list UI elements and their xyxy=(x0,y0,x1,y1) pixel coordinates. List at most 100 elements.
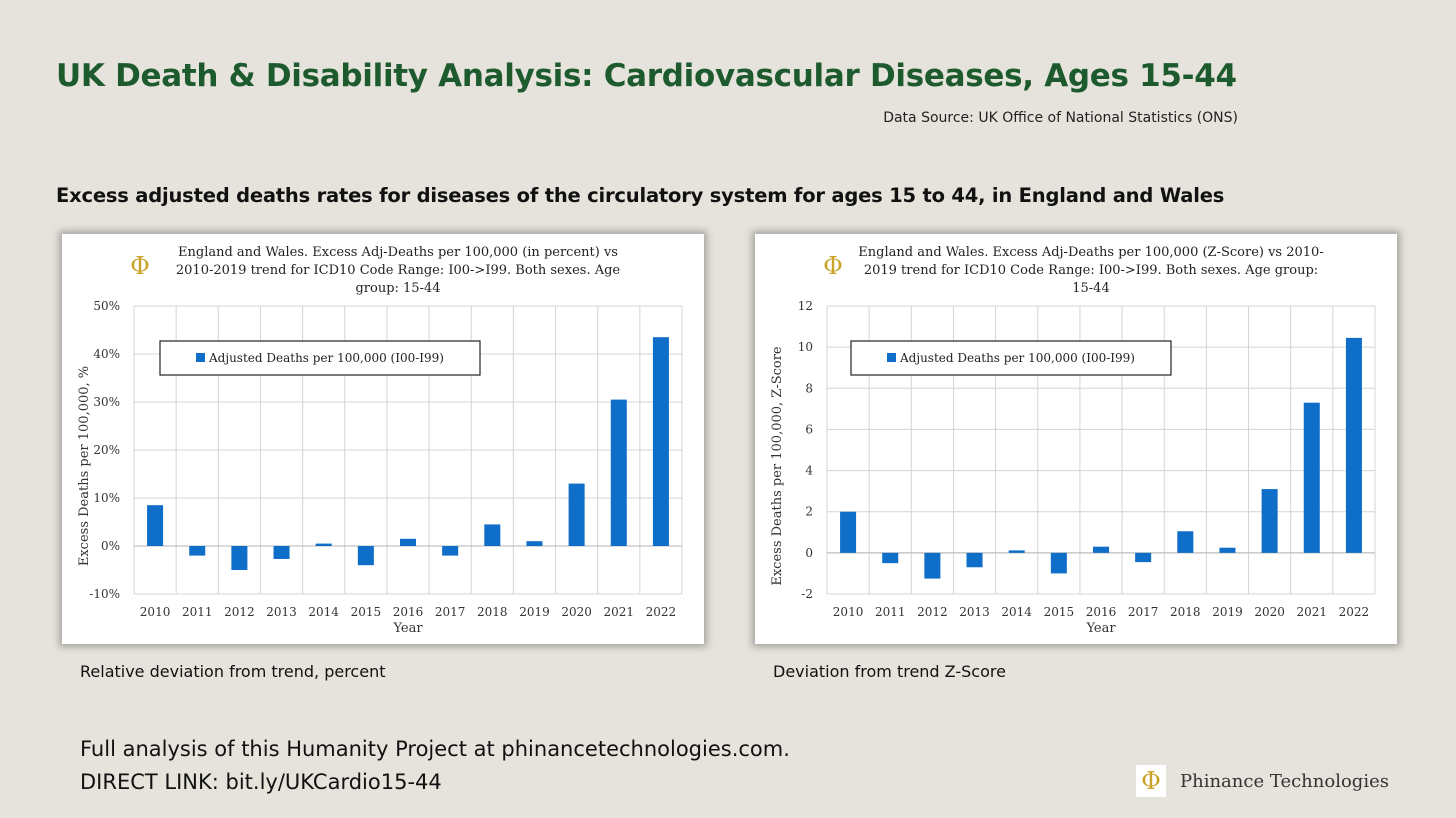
bar-2022 xyxy=(1345,337,1362,553)
y-tick-label: -10% xyxy=(89,587,120,601)
x-tick-label: 2016 xyxy=(1086,605,1117,619)
chart-title-line: England and Wales. Excess Adj-Deaths per… xyxy=(178,245,618,260)
x-tick-label: 2022 xyxy=(646,605,677,619)
x-tick-label: 2020 xyxy=(1254,605,1285,619)
y-tick-label: 30% xyxy=(93,395,120,409)
bar-2011 xyxy=(882,552,899,564)
y-tick-label: -2 xyxy=(801,587,813,601)
bar-2017 xyxy=(442,546,459,556)
y-tick-label: 40% xyxy=(93,347,120,361)
x-tick-label: 2012 xyxy=(917,605,948,619)
bar-2014 xyxy=(1008,550,1025,553)
y-tick-label: 0% xyxy=(101,539,120,553)
legend-box xyxy=(850,340,1172,376)
x-tick-label: 2013 xyxy=(959,605,990,619)
x-tick-label: 2012 xyxy=(224,605,255,619)
bar-2014 xyxy=(315,543,332,546)
x-tick-label: 2019 xyxy=(519,605,550,619)
bar-2017 xyxy=(1135,552,1152,563)
x-tick-label: 2014 xyxy=(1001,605,1032,619)
bar-2012 xyxy=(924,552,941,579)
y-tick-label: 8 xyxy=(805,381,813,395)
x-tick-label: 2022 xyxy=(1339,605,1370,619)
x-tick-label: 2014 xyxy=(308,605,339,619)
legend-box xyxy=(159,340,481,376)
y-tick-label: 10% xyxy=(93,491,120,505)
bar-2011 xyxy=(189,546,206,556)
y-tick-label: 50% xyxy=(93,299,120,313)
chart-title-line: England and Wales. Excess Adj-Deaths per… xyxy=(858,245,1323,260)
y-tick-label: 20% xyxy=(93,443,120,457)
bar-2022 xyxy=(652,337,669,546)
y-axis-title: Excess Deaths per 100,000, % xyxy=(77,366,92,566)
bar-2013 xyxy=(273,546,290,559)
bar-2018 xyxy=(1177,531,1194,553)
phi-logo-glyph: Φ xyxy=(1141,767,1161,795)
y-axis-title: Excess Deaths per 100,000, Z-Score xyxy=(770,346,785,586)
bar-2019 xyxy=(526,541,543,546)
legend-swatch xyxy=(196,353,205,362)
y-tick-label: 4 xyxy=(805,464,813,478)
x-tick-label: 2021 xyxy=(603,605,634,619)
bar-2021 xyxy=(1303,402,1320,553)
x-tick-label: 2011 xyxy=(182,605,213,619)
section-heading: Excess adjusted deaths rates for disease… xyxy=(56,184,1225,207)
y-tick-label: 10 xyxy=(798,340,813,354)
bar-2015 xyxy=(1050,552,1067,574)
phi-logo-icon: Φ xyxy=(823,252,843,280)
bar-2021 xyxy=(610,399,627,546)
chart-panel-percent: Φ England and Wales. Excess Adj-Deaths pe… xyxy=(62,234,704,644)
caption-zscore: Deviation from trend Z-Score xyxy=(773,662,1006,681)
bar-2018 xyxy=(484,524,501,546)
bar-2010 xyxy=(147,505,164,546)
footer-direct-link: DIRECT LINK: bit.ly/UKCardio15-44 xyxy=(80,770,442,794)
y-tick-label: 2 xyxy=(805,505,813,519)
bar-2013 xyxy=(966,552,983,568)
chart-panel-zscore: Φ England and Wales. Excess Adj-Deaths pe… xyxy=(755,234,1397,644)
bar-2020 xyxy=(568,483,585,546)
x-tick-label: 2016 xyxy=(393,605,424,619)
x-axis-title: Year xyxy=(392,621,423,636)
y-tick-label: 12 xyxy=(798,299,813,313)
x-tick-label: 2020 xyxy=(561,605,592,619)
chart-title-line: 15-44 xyxy=(1072,281,1109,296)
caption-percent: Relative deviation from trend, percent xyxy=(80,662,386,681)
legend-label: Adjusted Deaths per 100,000 (I00-I99) xyxy=(899,351,1135,365)
slide-title: UK Death & Disability Analysis: Cardiova… xyxy=(56,58,1237,94)
chart-svg: Φ England and Wales. Excess Adj-Deaths pe… xyxy=(77,245,683,636)
x-tick-label: 2019 xyxy=(1212,605,1243,619)
x-tick-label: 2010 xyxy=(140,605,171,619)
bar-2020 xyxy=(1261,489,1278,553)
x-tick-label: 2017 xyxy=(1128,605,1159,619)
x-tick-label: 2021 xyxy=(1296,605,1327,619)
chart-title-line: group: 15-44 xyxy=(355,281,440,296)
y-tick-label: 6 xyxy=(805,422,813,436)
x-tick-label: 2013 xyxy=(266,605,297,619)
bar-2010 xyxy=(840,511,857,553)
bar-2019 xyxy=(1219,547,1236,553)
x-tick-label: 2011 xyxy=(875,605,906,619)
bar-2012 xyxy=(231,546,248,570)
chart-title-line: 2010-2019 trend for ICD10 Code Range: I0… xyxy=(176,263,621,278)
brand-block: Φ Phinance Technologies xyxy=(1136,765,1389,797)
chart-title-line: 2019 trend for ICD10 Code Range: I00->I9… xyxy=(864,263,1318,278)
bar-2016 xyxy=(399,538,417,546)
bar-2015 xyxy=(357,546,374,566)
x-tick-label: 2018 xyxy=(1170,605,1201,619)
data-source-note: Data Source: UK Office of National Stati… xyxy=(883,110,1238,126)
footer-analysis-text: Full analysis of this Humanity Project a… xyxy=(80,737,790,761)
x-tick-label: 2015 xyxy=(351,605,382,619)
x-tick-label: 2010 xyxy=(833,605,864,619)
brand-name: Phinance Technologies xyxy=(1180,770,1389,792)
legend-swatch xyxy=(887,353,896,362)
x-axis-title: Year xyxy=(1085,621,1116,636)
x-tick-label: 2018 xyxy=(477,605,508,619)
chart-svg: Φ England and Wales. Excess Adj-Deaths pe… xyxy=(770,245,1376,636)
phi-logo-icon: Φ xyxy=(130,252,150,280)
x-tick-label: 2015 xyxy=(1044,605,1075,619)
phi-logo-icon: Φ xyxy=(1136,765,1166,797)
x-tick-label: 2017 xyxy=(435,605,466,619)
bar-2016 xyxy=(1092,546,1110,553)
legend-label: Adjusted Deaths per 100,000 (I00-I99) xyxy=(208,351,444,365)
y-tick-label: 0 xyxy=(805,546,813,560)
